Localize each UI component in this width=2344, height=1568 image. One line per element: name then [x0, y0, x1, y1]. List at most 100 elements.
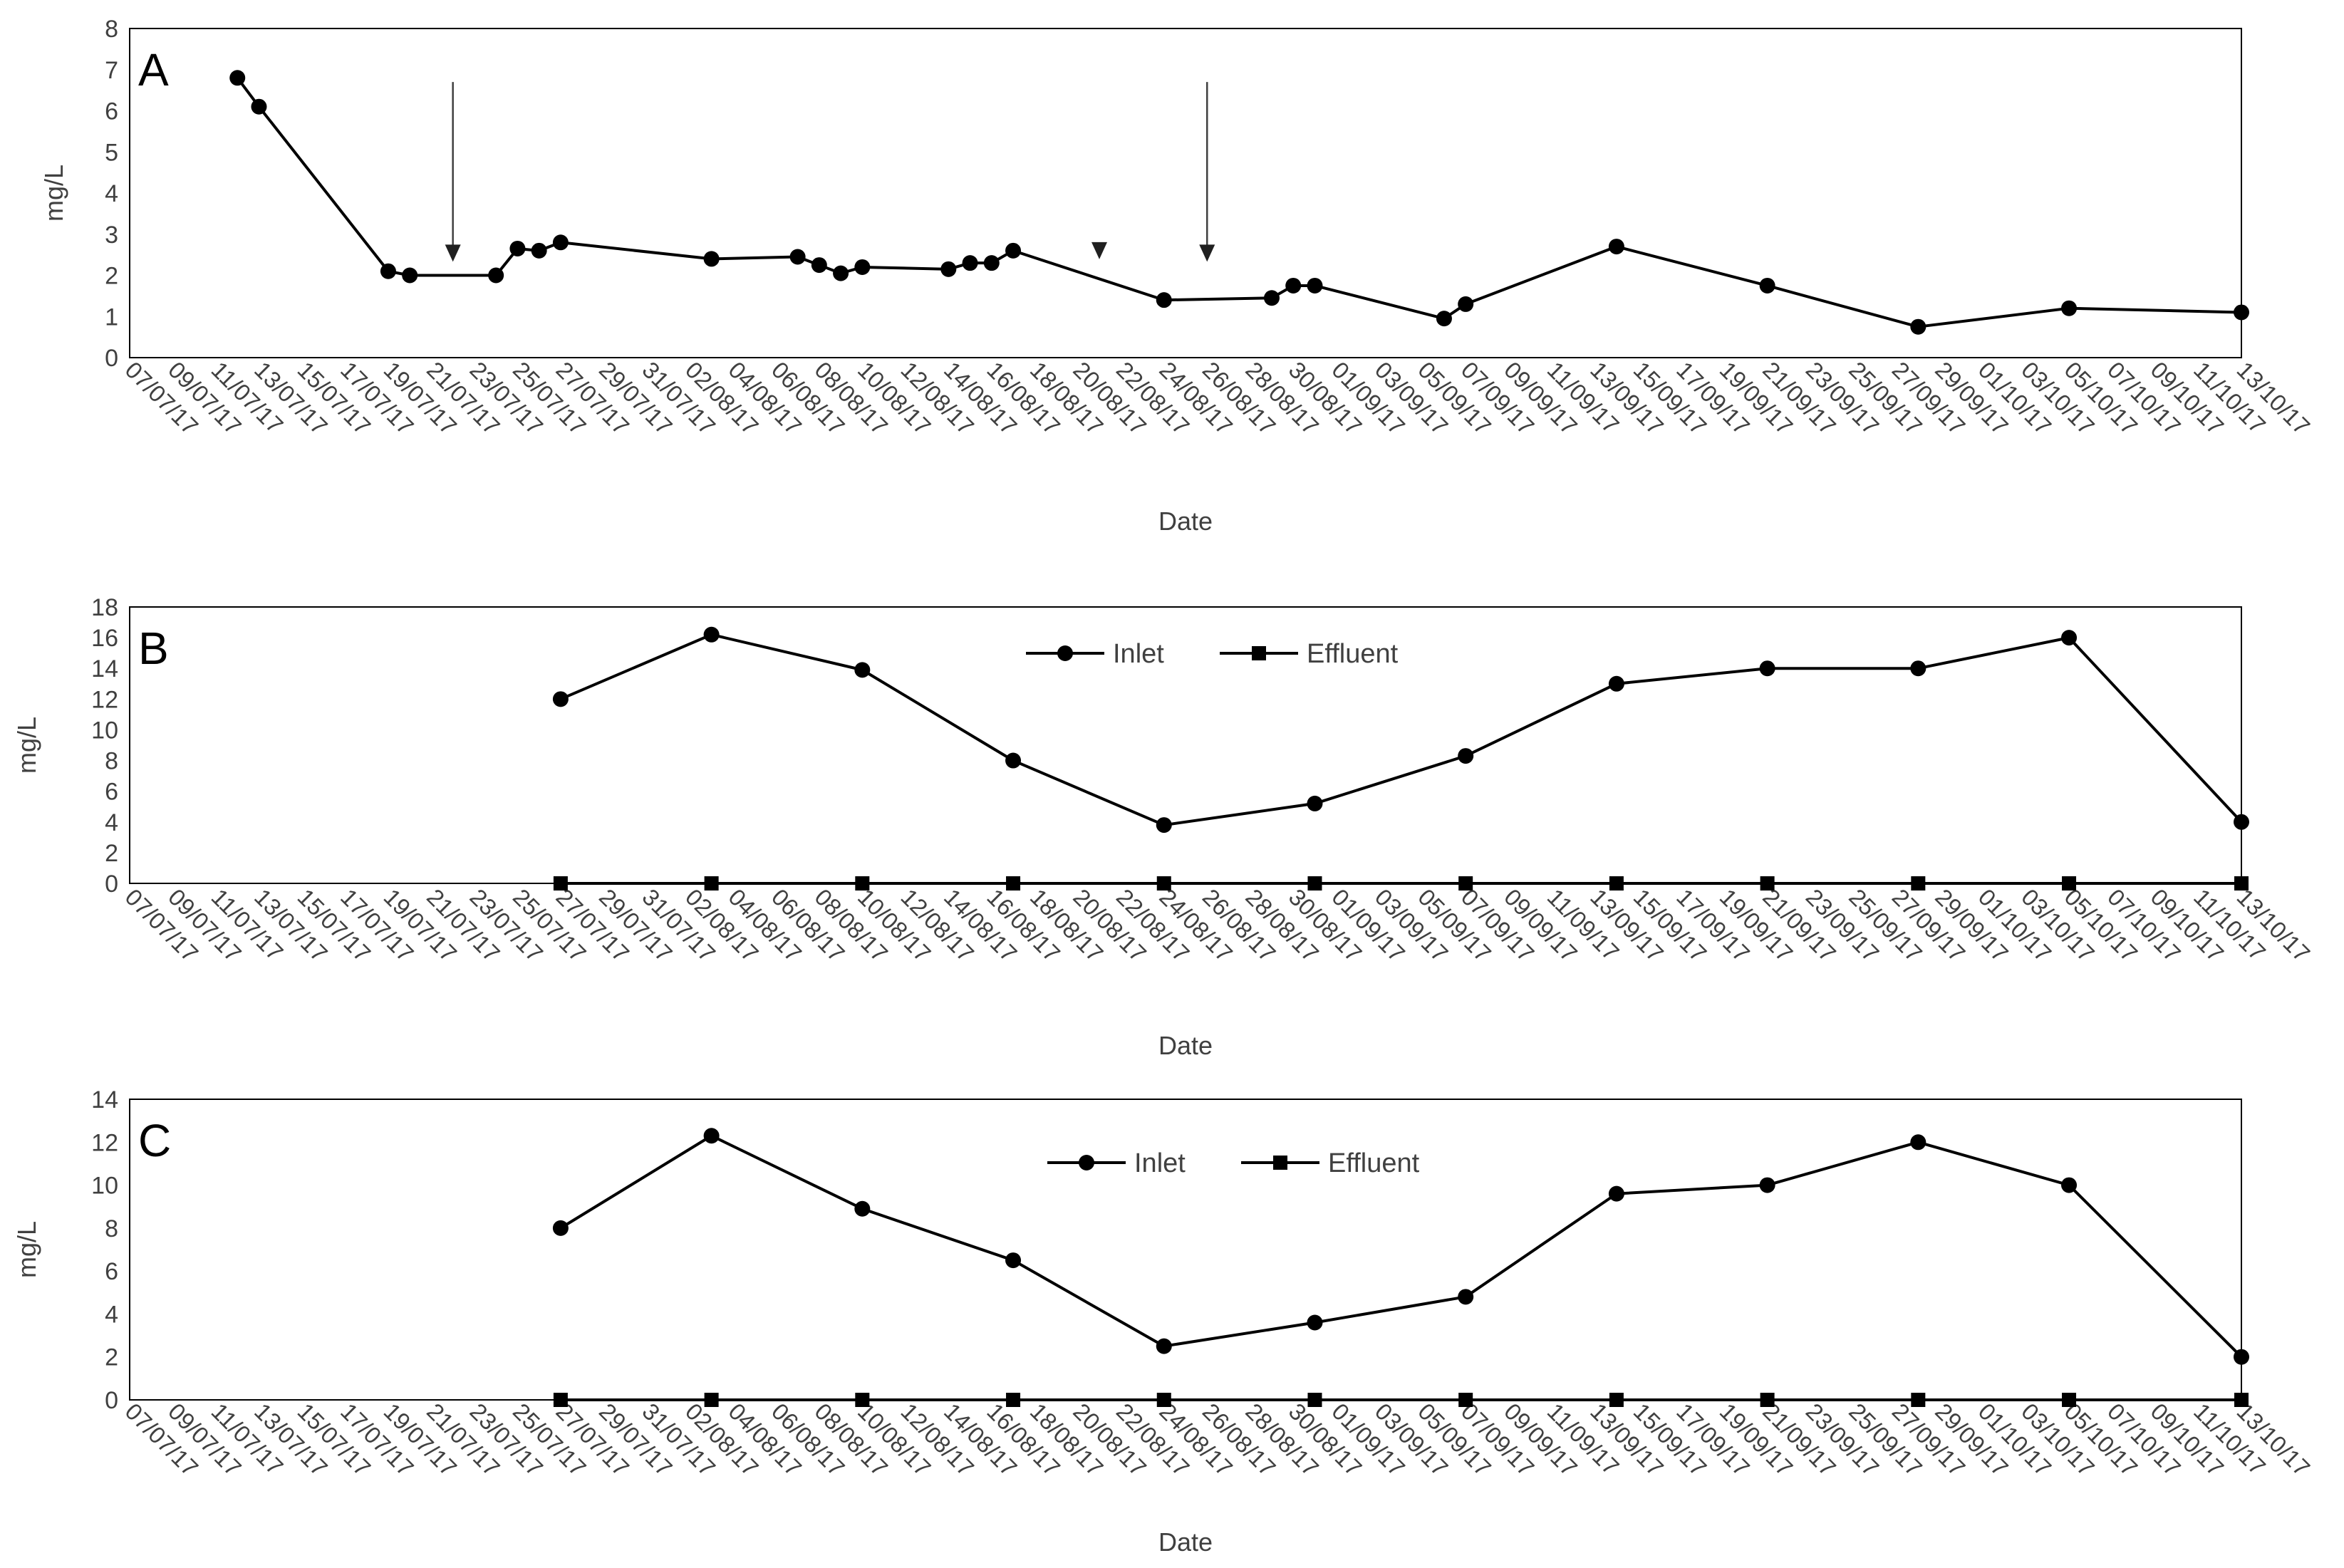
x-axis-title: Date — [1158, 1527, 1213, 1557]
data-point — [940, 261, 957, 277]
data-point — [703, 251, 720, 267]
data-point — [1156, 1393, 1171, 1407]
data-point — [983, 255, 1000, 271]
data-point — [2234, 1349, 2249, 1365]
y-tick-label: 14 — [91, 655, 118, 682]
legend-marker — [1252, 646, 1266, 660]
data-point — [833, 265, 849, 281]
data-point — [1759, 1177, 1775, 1193]
y-tick-label: 10 — [91, 1173, 118, 1200]
data-point — [1307, 795, 1323, 811]
data-point — [1285, 277, 1302, 294]
series-effluent — [553, 1393, 2249, 1407]
y-tick-label: 4 — [105, 1301, 118, 1328]
y-tick-label: 0 — [105, 345, 118, 372]
data-point — [855, 1393, 870, 1407]
y-tick-label: 6 — [105, 779, 118, 806]
data-point — [703, 1128, 720, 1144]
chart-panel-c: 0246810121407/07/1709/07/1711/07/1713/07… — [12, 1086, 2316, 1557]
data-point — [1005, 752, 1022, 769]
legend-marker — [1057, 645, 1073, 661]
data-point — [1005, 1252, 1022, 1269]
data-point — [854, 259, 871, 275]
annotation-arrowhead — [1199, 244, 1215, 262]
data-point — [1458, 1393, 1473, 1407]
data-point — [553, 876, 568, 891]
data-point — [488, 267, 504, 284]
y-tick-label: 16 — [91, 625, 118, 652]
chart-panel-b: 02468101214161807/07/1709/07/1711/07/171… — [12, 594, 2316, 1060]
data-point — [1156, 876, 1171, 891]
data-point — [1759, 277, 1775, 294]
legend-label: Effluent — [1307, 639, 1399, 669]
y-tick-label: 5 — [105, 139, 118, 166]
legend-label: Inlet — [1134, 1148, 1186, 1178]
annotation-arrowhead — [445, 244, 461, 262]
y-axis-title: mg/L — [12, 1221, 41, 1278]
data-point — [553, 1393, 568, 1407]
annotation-marker — [1091, 242, 1108, 259]
data-point — [1006, 1393, 1021, 1407]
y-tick-label: 1 — [105, 303, 118, 331]
data-point — [1458, 296, 1474, 312]
data-point — [1307, 876, 1322, 891]
data-point — [1609, 1393, 1624, 1407]
data-point — [854, 1200, 871, 1217]
data-point — [1458, 1289, 1474, 1305]
y-tick-label: 7 — [105, 57, 118, 84]
plot-frame — [129, 28, 2242, 358]
data-point — [1608, 675, 1624, 692]
y-tick-label: 6 — [105, 98, 118, 125]
y-tick-label: 8 — [105, 16, 118, 43]
data-point — [1263, 290, 1280, 306]
series-inlet — [552, 1128, 2249, 1365]
series-line — [560, 633, 2243, 827]
data-point — [1759, 660, 1775, 677]
data-point — [1156, 1338, 1172, 1354]
data-point — [2234, 304, 2249, 321]
y-tick-label: 4 — [105, 809, 118, 836]
data-point — [251, 98, 267, 115]
y-tick-label: 8 — [105, 1215, 118, 1242]
data-point — [1307, 1393, 1322, 1407]
data-point — [1911, 876, 1926, 891]
data-point — [1458, 876, 1473, 891]
y-tick-label: 12 — [91, 686, 118, 713]
data-point — [1156, 292, 1172, 308]
data-point — [1608, 1185, 1624, 1202]
y-axis-title: mg/L — [12, 717, 41, 774]
plot-frame — [129, 606, 2242, 884]
data-point — [2061, 1177, 2078, 1193]
y-tick-label: 0 — [105, 871, 118, 898]
data-point — [509, 240, 526, 256]
legend-marker — [1273, 1156, 1287, 1170]
y-tick-label: 14 — [91, 1086, 118, 1113]
data-point — [962, 255, 978, 271]
data-point — [1005, 242, 1022, 259]
data-point — [704, 1393, 719, 1407]
data-point — [811, 257, 827, 274]
y-tick-label: 2 — [105, 1344, 118, 1371]
legend: Inlet Effluent — [1026, 639, 1399, 669]
chart-panel-a: 01234567807/07/1709/07/1711/07/1713/07/1… — [39, 16, 2316, 536]
legend-marker — [1079, 1155, 1094, 1170]
data-point — [1608, 239, 1624, 255]
data-point — [1307, 1314, 1323, 1331]
data-point — [1307, 277, 1323, 294]
data-point — [229, 70, 246, 86]
y-tick-label: 10 — [91, 717, 118, 744]
data-point — [855, 876, 870, 891]
data-point — [854, 662, 871, 678]
data-point — [531, 242, 547, 259]
data-point — [1156, 817, 1172, 834]
legend: Inlet Effluent — [1047, 1148, 1420, 1178]
legend-label: Effluent — [1328, 1148, 1420, 1178]
data-point — [2061, 630, 2078, 646]
data-point — [552, 691, 569, 707]
data-point — [2234, 814, 2249, 830]
data-point — [2234, 876, 2249, 891]
data-point — [1910, 318, 1926, 335]
panel-label: B — [138, 623, 169, 674]
panel-label: C — [138, 1115, 171, 1166]
